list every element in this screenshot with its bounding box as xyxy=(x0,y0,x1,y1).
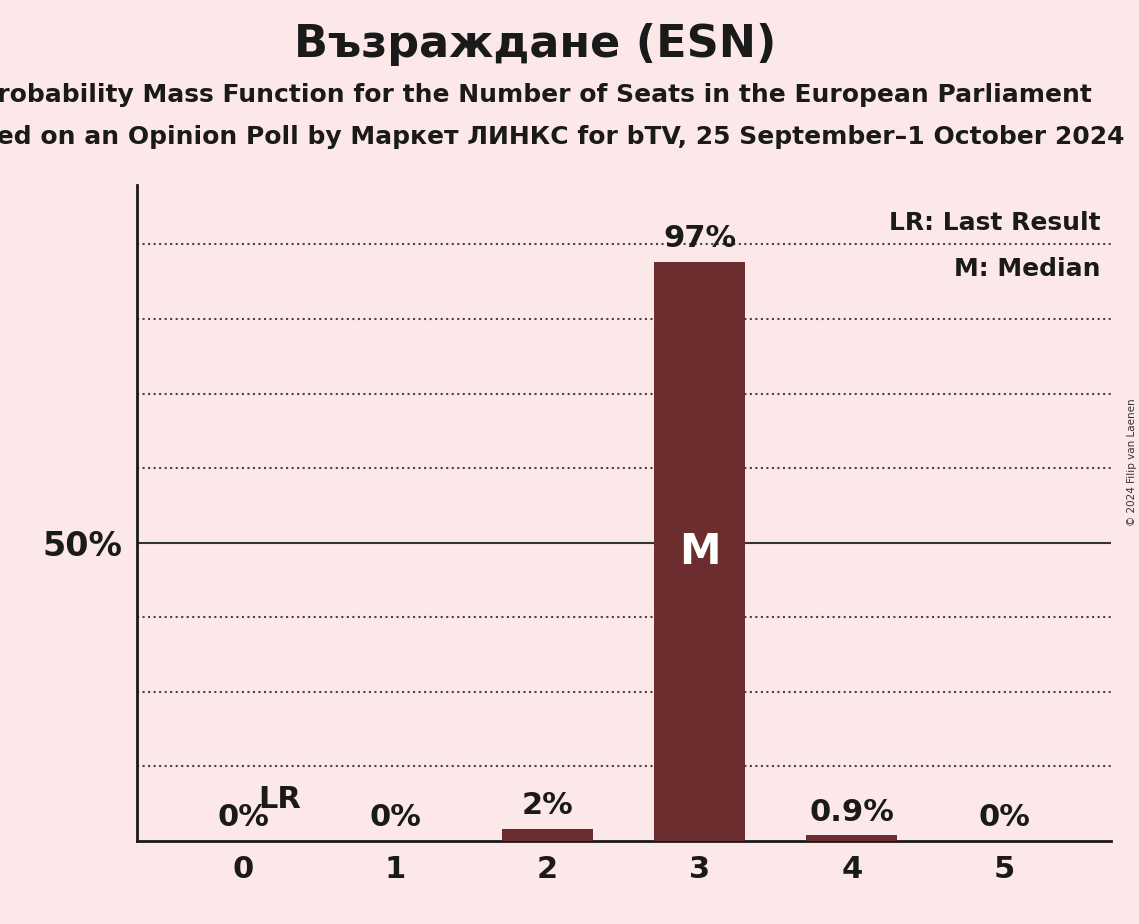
Text: 2%: 2% xyxy=(522,791,573,820)
Text: 0%: 0% xyxy=(978,803,1030,832)
Text: 0%: 0% xyxy=(218,803,269,832)
Bar xyxy=(502,829,593,841)
Bar xyxy=(806,835,898,841)
Bar xyxy=(654,262,745,841)
Text: 97%: 97% xyxy=(663,225,736,253)
Text: M: M xyxy=(679,530,721,573)
Text: LR: Last Result: LR: Last Result xyxy=(890,211,1100,235)
Text: Based on an Opinion Poll by Маркет ЛИНКС for bTV, 25 September–1 October 2024: Based on an Opinion Poll by Маркет ЛИНКС… xyxy=(0,125,1124,149)
Text: 0%: 0% xyxy=(369,803,421,832)
Text: Probability Mass Function for the Number of Seats in the European Parliament: Probability Mass Function for the Number… xyxy=(0,83,1092,107)
Text: M: Median: M: Median xyxy=(954,257,1100,281)
Text: LR: LR xyxy=(259,784,302,814)
Text: © 2024 Filip van Laenen: © 2024 Filip van Laenen xyxy=(1126,398,1137,526)
Text: Възраждане (ESN): Възраждане (ESN) xyxy=(294,23,777,67)
Text: 0.9%: 0.9% xyxy=(810,797,894,827)
